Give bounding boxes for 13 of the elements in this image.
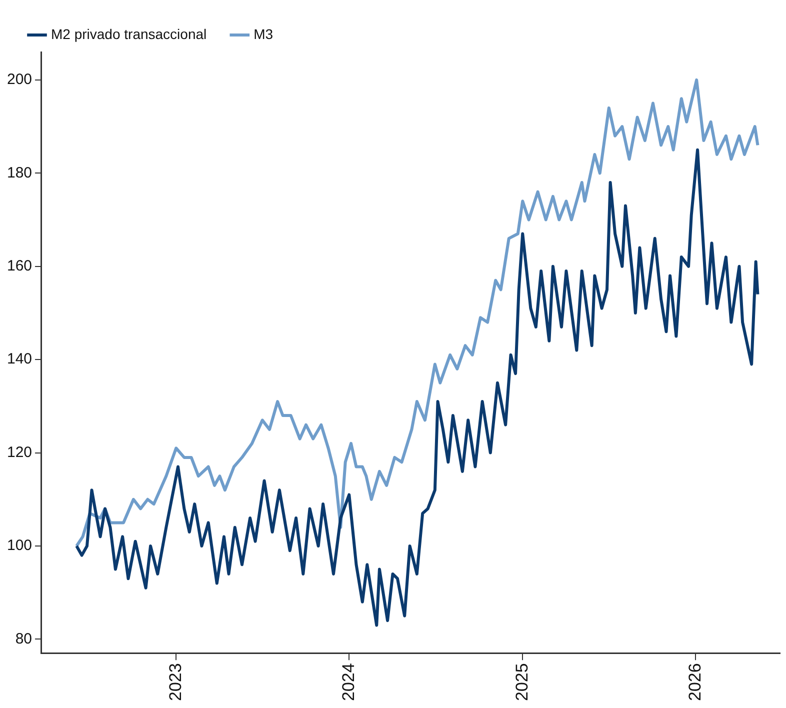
- y-tick-label: 180: [6, 164, 32, 182]
- y-tick-label: 80: [15, 630, 32, 648]
- y-tick-label: 120: [6, 444, 32, 461]
- y-tick-label: 140: [6, 350, 32, 368]
- y-tick-label: 200: [6, 71, 32, 88]
- x-tick-label: 2024: [338, 663, 358, 702]
- x-tick-label: 2023: [166, 663, 185, 702]
- legend-label: M3: [254, 26, 274, 42]
- y-tick-label: 160: [6, 258, 32, 275]
- y-tick-label: 100: [6, 537, 32, 554]
- legend-label: M2 privado transaccional: [51, 26, 207, 42]
- x-tick-label: 2026: [685, 663, 704, 702]
- x-tick-label: 2025: [512, 663, 532, 702]
